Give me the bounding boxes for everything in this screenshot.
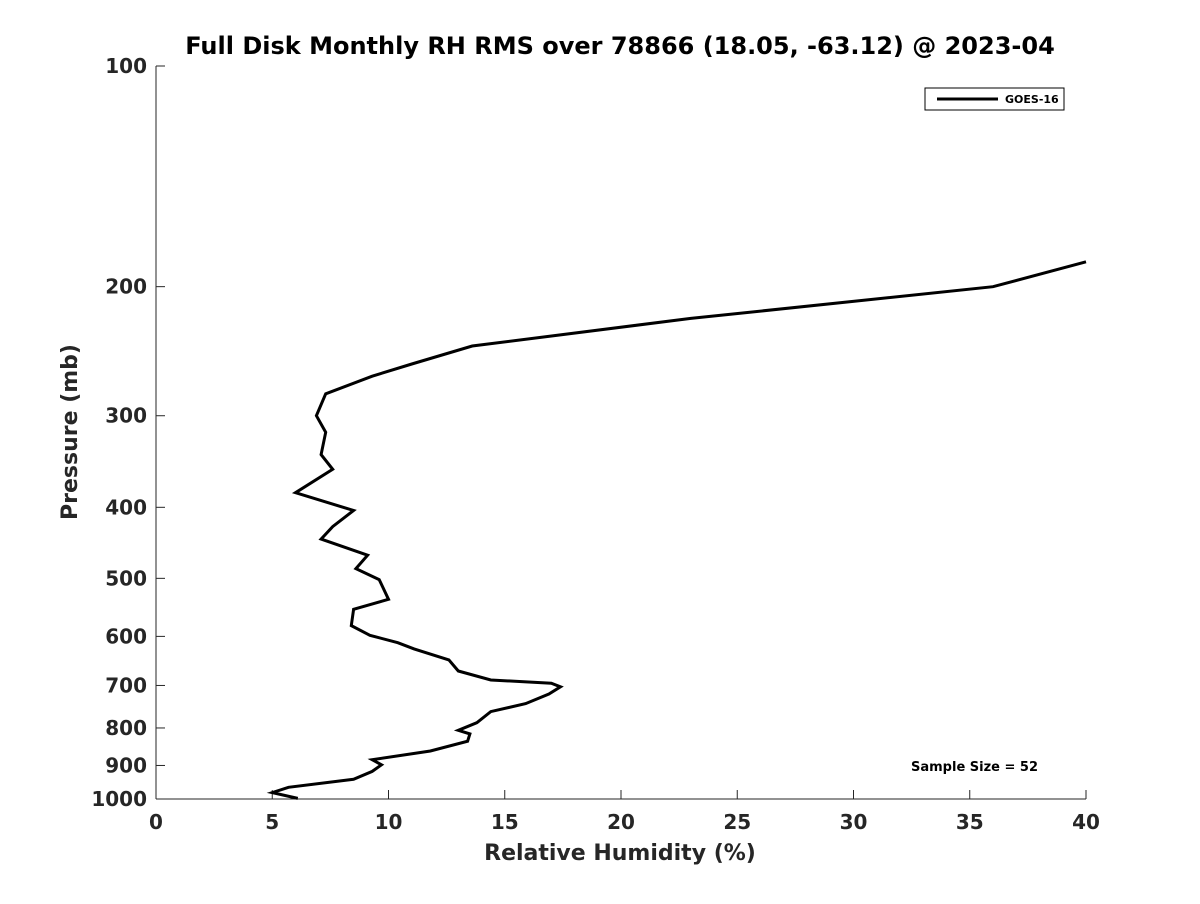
x-tick-label-10: 10 [375,810,403,834]
y-tick-label-600: 600 [105,624,147,648]
y-tick-label-400: 400 [105,495,147,519]
plot-area [156,66,1086,799]
y-axis: 100 200 300 400 500 600 700 800 900 1000 [91,54,165,811]
y-tick-label-700: 700 [105,673,147,697]
y-tick-label-500: 500 [105,566,147,590]
y-tick-label-1000: 1000 [91,787,147,811]
series-line-0 [266,260,1087,800]
x-axis-label: Relative Humidity (%) [484,841,756,866]
chart-title: Full Disk Monthly RH RMS over 78866 (18.… [185,32,1055,60]
x-tick-label-35: 35 [956,810,984,834]
x-tick-label-0: 0 [149,810,163,834]
y-tick-label-800: 800 [105,716,147,740]
legend: GOES-16 [924,87,1065,111]
y-axis-label: Pressure (mb) [58,344,83,520]
x-axis: 0 5 10 15 20 25 30 35 40 [149,790,1100,834]
sample-size-annotation: Sample Size = 52 [911,760,1038,775]
legend-label-goes16: GOES-16 [1005,93,1059,106]
x-tick-label-40: 40 [1072,810,1100,834]
x-tick-label-25: 25 [723,810,751,834]
series-layer [266,260,1087,800]
y-tick-label-100: 100 [105,54,147,78]
y-tick-label-300: 300 [105,404,147,428]
y-tick-label-900: 900 [105,753,147,777]
y-tick-label-200: 200 [105,275,147,299]
x-tick-label-5: 5 [265,810,279,834]
x-tick-label-20: 20 [607,810,635,834]
x-tick-label-15: 15 [491,810,519,834]
x-tick-label-30: 30 [840,810,868,834]
